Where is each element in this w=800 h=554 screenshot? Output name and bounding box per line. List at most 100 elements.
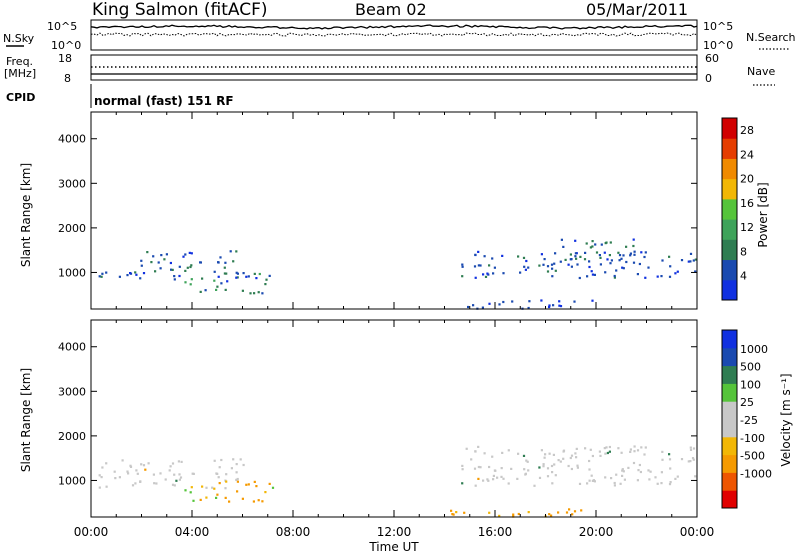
scatter-cell bbox=[502, 477, 505, 480]
scatter-cell bbox=[621, 474, 624, 477]
scatter-cell bbox=[517, 512, 520, 516]
y-tick-label: 4000 bbox=[58, 133, 86, 146]
scatter-cell bbox=[583, 258, 587, 261]
scatter-cell bbox=[235, 463, 238, 466]
scatter-cell bbox=[540, 299, 543, 302]
velocity-colorbar-swatch bbox=[722, 472, 737, 491]
scatter-cell bbox=[498, 303, 501, 306]
scatter-cell bbox=[479, 264, 482, 267]
scatter-cell bbox=[568, 508, 571, 511]
scatter-cell bbox=[542, 263, 545, 266]
freq-tick-bottom: 8 bbox=[64, 72, 71, 85]
scatter-cell bbox=[264, 283, 267, 286]
power-colorbar-tick: 20 bbox=[740, 173, 754, 186]
scatter-cell bbox=[560, 238, 563, 241]
freq-tick-top: 18 bbox=[58, 52, 72, 65]
scatter-cell bbox=[632, 461, 636, 465]
y-tick-label: 2000 bbox=[58, 430, 86, 443]
scatter-cell bbox=[687, 460, 690, 463]
scatter-cell bbox=[118, 275, 121, 278]
scatter-cell bbox=[660, 471, 663, 474]
power-colorbar: 4 8 12 16 20 24 28 bbox=[721, 117, 754, 301]
scatter-cell bbox=[636, 449, 640, 452]
scatter-cell bbox=[261, 500, 264, 503]
scatter-cell bbox=[647, 469, 650, 472]
scatter-cell bbox=[157, 261, 160, 264]
scatter-cell bbox=[570, 265, 573, 268]
scatter-cell bbox=[632, 238, 635, 241]
scatter-cell bbox=[691, 457, 695, 460]
scatter-cell bbox=[604, 452, 607, 455]
scatter-cell bbox=[550, 514, 553, 517]
scatter-cell bbox=[247, 483, 250, 486]
scatter-cell bbox=[477, 250, 480, 253]
scatter-cell bbox=[501, 451, 504, 454]
scatter-cell bbox=[548, 304, 551, 307]
scatter-cell bbox=[661, 458, 664, 461]
scatter-cell bbox=[235, 271, 238, 274]
scatter-cell bbox=[617, 251, 620, 254]
velocity-colorbar-swatch bbox=[722, 330, 737, 349]
scatter-cell bbox=[461, 265, 464, 268]
scatter-cell bbox=[689, 446, 692, 449]
scatter-cell bbox=[235, 250, 238, 253]
scatter-cell bbox=[152, 255, 155, 258]
scatter-cell bbox=[142, 464, 146, 467]
power-colorbar-swatch bbox=[722, 259, 737, 281]
scatter-cell bbox=[527, 511, 530, 514]
scatter-cell bbox=[629, 448, 632, 451]
scatter-cell bbox=[640, 251, 643, 254]
scatter-cell bbox=[559, 260, 562, 263]
scatter-cell bbox=[184, 489, 187, 492]
scatter-cell bbox=[173, 473, 176, 476]
scatter-cell bbox=[585, 242, 588, 245]
scatter-cell bbox=[184, 253, 187, 256]
scatter-cell bbox=[164, 478, 167, 481]
scatter-cell bbox=[467, 305, 470, 309]
velocity-colorbar-tick: -1000 bbox=[740, 467, 772, 480]
nave-label: Nave bbox=[747, 65, 775, 78]
scatter-cell bbox=[247, 275, 250, 278]
scatter-cell bbox=[152, 473, 155, 476]
scatter-cell bbox=[674, 477, 677, 480]
scatter-cell bbox=[599, 263, 602, 266]
scatter-cell bbox=[173, 278, 176, 281]
scatter-cell bbox=[507, 482, 510, 485]
scatter-cell bbox=[245, 483, 248, 486]
scatter-cell bbox=[580, 509, 583, 512]
scatter-cell bbox=[619, 482, 622, 485]
scatter-cell bbox=[621, 266, 624, 269]
scatter-cell bbox=[188, 251, 191, 254]
scatter-cell bbox=[528, 300, 531, 303]
scatter-cell bbox=[473, 265, 477, 268]
scatter-cell bbox=[576, 263, 579, 266]
scatter-cell bbox=[500, 467, 503, 470]
nave-tick-bottom: 0 bbox=[705, 72, 712, 85]
scatter-cell bbox=[268, 482, 271, 485]
scatter-cell bbox=[660, 482, 663, 485]
scatter-cell bbox=[492, 272, 495, 275]
scatter-cell bbox=[219, 256, 222, 259]
scatter-cell bbox=[629, 254, 632, 257]
scatter-cell bbox=[217, 275, 220, 278]
scatter-cell bbox=[590, 270, 593, 273]
nsky-trace bbox=[90, 24, 698, 30]
scatter-cell bbox=[558, 300, 561, 303]
scatter-cell bbox=[165, 253, 168, 256]
velocity-colorbar-swatch bbox=[722, 436, 737, 456]
scatter-cell bbox=[255, 277, 258, 280]
scatter-cell bbox=[258, 272, 261, 276]
x-tick-label: 04:00 bbox=[175, 525, 210, 539]
scatter-cell bbox=[101, 466, 104, 469]
scatter-cell bbox=[98, 275, 101, 278]
scatter-cell bbox=[570, 258, 573, 261]
nsearch-tick-top: 10^5 bbox=[703, 20, 733, 33]
scatter-cell bbox=[463, 511, 466, 514]
scatter-cell bbox=[154, 270, 157, 273]
velocity-colorbar-swatch bbox=[722, 347, 737, 367]
scatter-cell bbox=[609, 262, 612, 265]
scatter-cell bbox=[571, 513, 574, 516]
scatter-cell bbox=[220, 282, 223, 285]
scatter-cell bbox=[492, 478, 495, 481]
scatter-cell bbox=[271, 486, 275, 489]
